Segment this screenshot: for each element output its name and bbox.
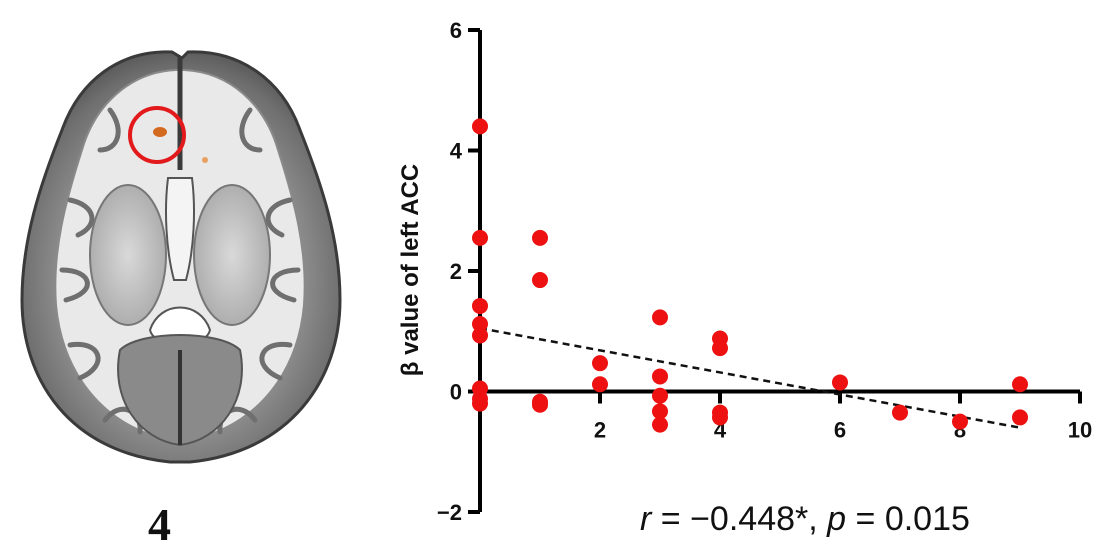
x-tick-label: 10 (1068, 418, 1092, 443)
trend-line-group (479, 327, 1021, 429)
stats-separator: , (808, 500, 818, 538)
data-point (532, 272, 548, 289)
r-value: −0.448* (690, 500, 809, 538)
data-point (532, 229, 548, 246)
y-axis-label: β value of left ACC (397, 164, 424, 376)
x-tick-label: 6 (834, 418, 846, 443)
p-symbol: p (827, 500, 847, 538)
data-point (652, 387, 668, 404)
data-point (592, 376, 608, 393)
data-point (652, 368, 668, 385)
data-point (1012, 376, 1028, 393)
data-point (532, 396, 548, 413)
r-symbol: r (640, 500, 652, 538)
data-point (472, 395, 488, 412)
data-point (472, 316, 488, 333)
y-tick-label: 6 (450, 18, 462, 43)
data-point (592, 355, 608, 372)
data-point (952, 413, 968, 430)
data-point (712, 340, 728, 357)
y-tick-label: 0 (450, 380, 462, 405)
brain-axial-slice-panel: 4 (0, 0, 360, 557)
data-point (652, 416, 668, 433)
y-tick-label: 4 (450, 139, 463, 164)
data-point (472, 229, 488, 246)
y-tick-label: −2 (437, 500, 462, 525)
data-point (652, 309, 668, 326)
y-tick-label: 2 (450, 259, 462, 284)
trend-line (479, 327, 1021, 429)
data-points (472, 118, 1028, 433)
brain-axial-slice-image (20, 50, 342, 464)
correlation-stats: r = −0.448*, p = 0.015 (640, 500, 970, 538)
y-axis-label-group: β value of left ACC (397, 164, 424, 376)
panel-number-label: 4 (148, 499, 171, 550)
data-point (472, 118, 488, 135)
roi-circle (128, 106, 186, 164)
x-tick-label: 2 (594, 418, 606, 443)
data-point (1012, 409, 1028, 426)
data-point (892, 404, 908, 421)
data-point (832, 374, 848, 391)
activation-cluster (153, 127, 167, 137)
p-value: 0.015 (884, 500, 970, 538)
data-point (712, 409, 728, 426)
data-point (472, 327, 488, 344)
data-point (472, 297, 488, 314)
data-point (652, 403, 668, 420)
